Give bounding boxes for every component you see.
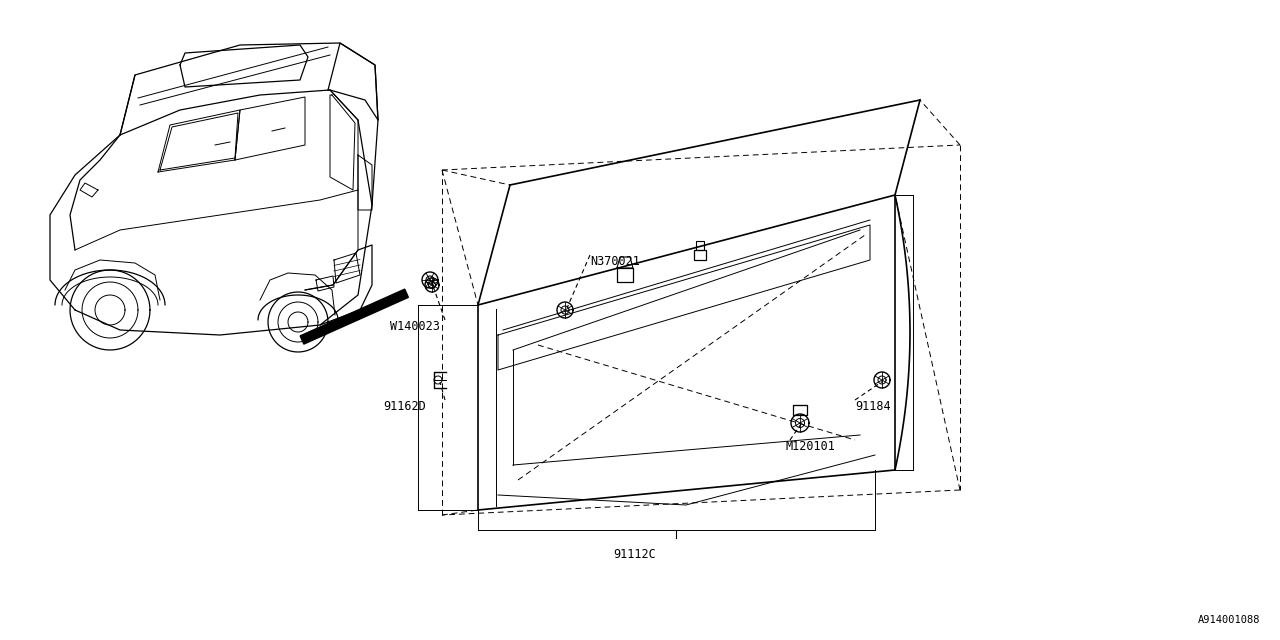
Text: 91184: 91184 [855,400,891,413]
Text: M120101: M120101 [785,440,835,453]
Bar [696,241,704,250]
Text: 91162D: 91162D [383,400,426,413]
Bar [617,268,634,282]
Text: A914001088: A914001088 [1198,615,1260,625]
Text: 91112C: 91112C [613,548,657,561]
Text: W140023: W140023 [390,320,440,333]
Bar [794,405,806,415]
Bar [694,250,707,260]
FancyArrow shape [301,289,408,344]
Text: N370021: N370021 [590,255,640,268]
